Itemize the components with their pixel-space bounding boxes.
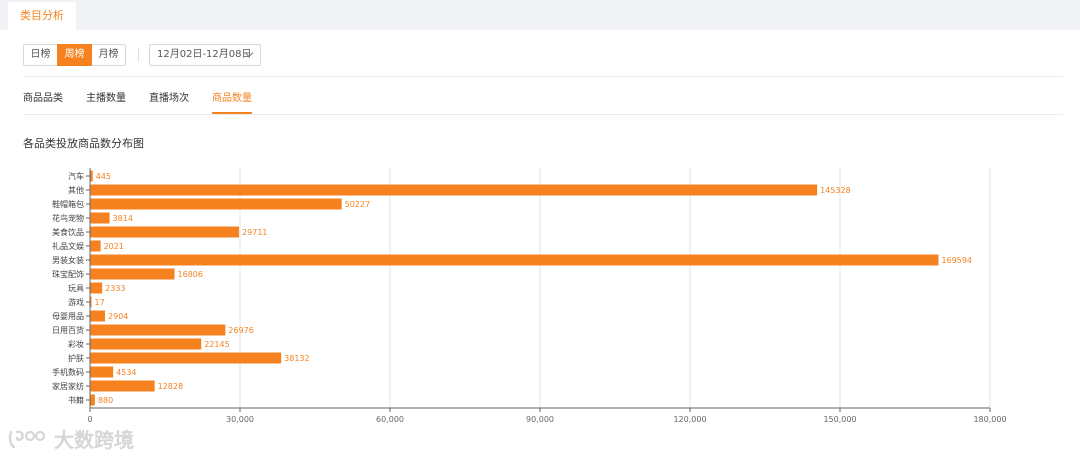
bar-value-label: 29711: [242, 228, 267, 237]
watermark: 大数跨境: [8, 424, 134, 453]
bar-value-label: 17: [95, 298, 105, 307]
tab-product-category[interactable]: 商品品类: [23, 93, 63, 104]
bar-value-label: 16806: [178, 270, 203, 279]
watermark-text: 大数跨境: [54, 428, 134, 452]
period-selector: 日榜 周榜 月榜: [23, 44, 126, 66]
tab-product-count[interactable]: 商品数量: [212, 89, 252, 114]
bar: [90, 170, 93, 182]
y-tick-label: 日用百货: [52, 325, 84, 335]
bar: [90, 282, 103, 294]
bar: [90, 226, 240, 238]
bar: [90, 394, 95, 406]
x-tick-label: 90,000: [526, 415, 554, 424]
y-tick-label: 游戏: [68, 297, 84, 307]
bar-chart: 0 30,000 60,000 90,000 120,000 150,000 180,000…: [52, 168, 1007, 424]
y-tick-label: 玩具: [68, 284, 84, 293]
y-tick-label: 花鸟宠物: [52, 213, 84, 223]
divider: [138, 48, 139, 62]
tab-live-sessions[interactable]: 直播场次: [149, 93, 189, 104]
x-tick-label: 150,000: [823, 415, 856, 424]
date-range-value: 12月02日-12月08日: [157, 49, 252, 60]
chart-title: 各品类投放商品数分布图: [23, 137, 144, 150]
y-tick-label: 其他: [68, 185, 84, 195]
y-tick-label: 手机数码: [52, 367, 84, 377]
bar: [90, 380, 155, 392]
bar: [90, 352, 282, 364]
bar-value-label: 22145: [204, 340, 229, 349]
bar: [90, 366, 114, 378]
bar: [90, 240, 101, 252]
x-tick-label: 120,000: [673, 415, 706, 424]
bar-value-label: 3814: [113, 214, 133, 223]
bar-value-label: 26976: [228, 326, 253, 335]
x-tick-label: 60,000: [376, 415, 404, 424]
date-range-picker[interactable]: 12月02日-12月08日: [149, 44, 261, 66]
tab-anchor-count[interactable]: 主播数量: [86, 93, 126, 104]
divider: [23, 114, 1063, 115]
bar-value-label: 445: [96, 172, 111, 181]
y-tick-label: 家居家纺: [52, 381, 84, 391]
bar: [90, 296, 92, 308]
bar: [90, 212, 110, 224]
x-tick-label: 0: [87, 415, 92, 424]
weekly-rank-button[interactable]: 周榜: [57, 44, 92, 66]
y-tick-label: 母婴用品: [52, 312, 84, 321]
y-tick-label: 礼品文娱: [52, 241, 84, 251]
bar: [90, 254, 939, 266]
bar-value-label: 4534: [116, 368, 136, 377]
bar: [90, 324, 226, 336]
bar-value-label: 145328: [820, 186, 851, 195]
y-tick-label: 书籍: [68, 395, 84, 405]
brand-logo-icon: [8, 430, 46, 448]
bar-value-label: 2333: [105, 284, 125, 293]
x-tick-label: 180,000: [973, 415, 1006, 424]
x-tick-label: 30,000: [226, 415, 254, 424]
bar-value-label: 2021: [104, 242, 124, 251]
bar: [90, 198, 342, 210]
y-tick-label: 汽车: [68, 171, 84, 181]
bar-value-label: 50227: [345, 200, 370, 209]
bar-value-label: 2904: [108, 312, 128, 321]
y-tick-label: 男装女装: [52, 255, 84, 265]
bar: [90, 184, 818, 196]
y-tick-label: 彩妆: [68, 339, 84, 349]
bar-value-label: 880: [98, 396, 113, 405]
divider: [23, 76, 1063, 77]
tab-category-analysis[interactable]: 类目分析: [8, 2, 76, 30]
y-tick-label: 美食饮品: [52, 227, 84, 237]
bar: [90, 268, 175, 280]
bar-value-label: 38132: [284, 354, 309, 363]
bar-value-label: 12828: [158, 382, 183, 391]
y-tick-label: 珠宝配饰: [52, 269, 84, 279]
top-bar: 类目分析: [0, 0, 1080, 30]
y-tick-label: 鞋帽箱包: [52, 199, 84, 209]
bar-value-label: 169594: [941, 256, 972, 265]
bar: [90, 338, 202, 350]
bar: [90, 310, 106, 322]
y-tick-label: 护肤: [68, 353, 84, 363]
